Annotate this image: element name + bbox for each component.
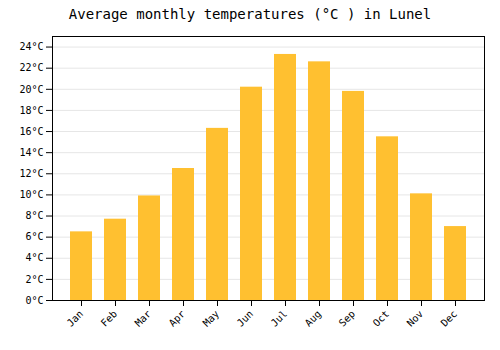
svg-text:2°C: 2°C [25, 274, 43, 285]
html-text:Average monthly temperatures (: Average monthly temperatures (°C ) in Lu… [68, 6, 432, 22]
svg-text:Apr: Apr [167, 308, 188, 329]
svg-text:Jan: Jan [65, 308, 86, 329]
svg-text:Nov: Nov [405, 308, 426, 329]
svg-text:18°C: 18°C [19, 105, 43, 116]
svg-text:6°C: 6°C [25, 231, 43, 242]
svg-text:Mar: Mar [133, 308, 154, 329]
svg-text:Jun: Jun [235, 308, 256, 329]
svg-text:Jul: Jul [269, 308, 290, 329]
svg-text:14°C: 14°C [19, 147, 43, 158]
svg-text:20°C: 20°C [19, 84, 43, 95]
svg-text:Sep: Sep [337, 308, 358, 329]
svg-text:8°C: 8°C [25, 210, 43, 221]
svg-text:Dec: Dec [439, 308, 460, 329]
svg-text:Feb: Feb [99, 308, 120, 329]
svg-text:10°C: 10°C [19, 189, 43, 200]
svg-text:Oct: Oct [371, 308, 392, 329]
svg-text:12°C: 12°C [19, 168, 43, 179]
svg-text:May: May [201, 308, 222, 329]
svg-text:24°C: 24°C [19, 41, 43, 52]
svg-text:22°C: 22°C [19, 62, 43, 73]
svg-text:Aug: Aug [303, 308, 324, 329]
svg-text:4°C: 4°C [25, 252, 43, 263]
svg-text:0°C: 0°C [25, 295, 43, 306]
svg-text:16°C: 16°C [19, 126, 43, 137]
